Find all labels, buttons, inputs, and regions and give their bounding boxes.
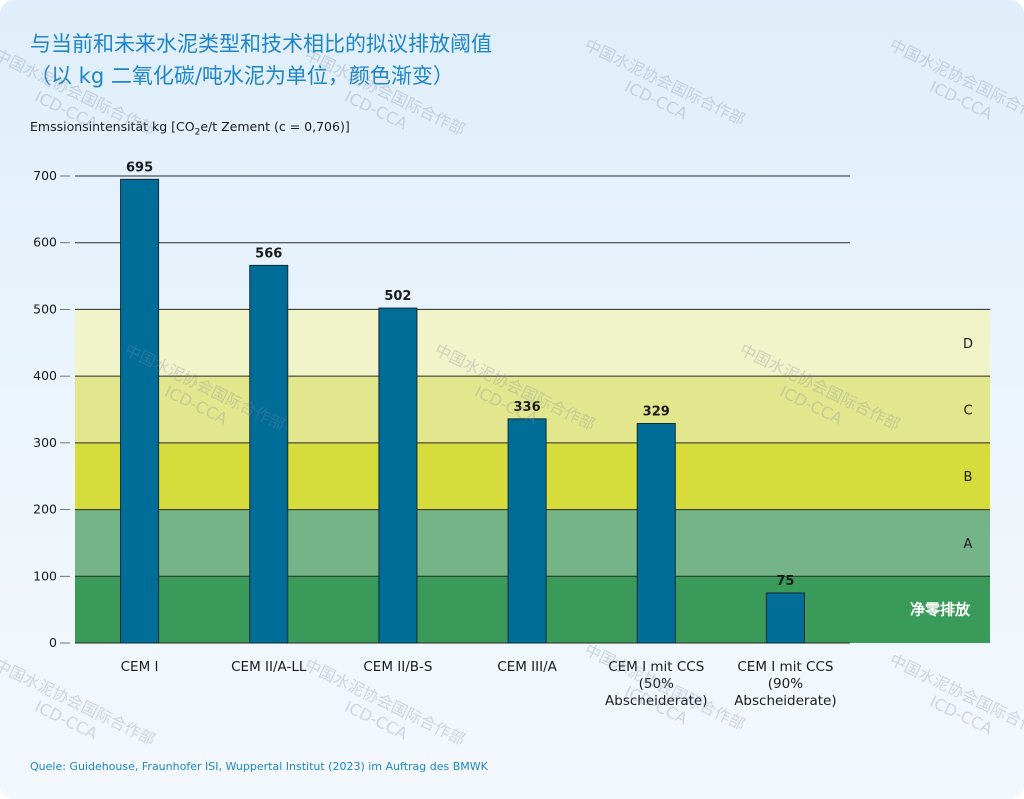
y-tick-label-200: 200 <box>33 502 57 517</box>
band-label-1: A <box>964 537 973 552</box>
data-label-2: 502 <box>384 289 411 304</box>
y-axis-label-subscript: 2 <box>194 127 201 138</box>
bar-1 <box>249 264 289 644</box>
band-label-4: D <box>963 337 973 352</box>
x-tick-label-2-0: CEM II/B-S <box>363 659 432 675</box>
x-tick-label-4-1: (50% <box>639 676 674 692</box>
y-tick-label-500: 500 <box>33 301 57 316</box>
bar-5 <box>765 592 805 644</box>
y-tick-label-0: 0 <box>49 635 57 650</box>
chart-title: 与当前和未来水泥类型和技术相比的拟议排放阈值 （以 kg 二氧化碳/吨水泥为单位… <box>30 28 492 92</box>
chart-title-line1: 与当前和未来水泥类型和技术相比的拟议排放阈值 <box>30 32 492 56</box>
x-tick-label-5-1: (90% <box>768 676 803 692</box>
band-label-2: B <box>964 470 973 485</box>
y-axis-label-suffix: e/t Zement (c = 0,706)] <box>200 119 350 134</box>
data-label-0: 695 <box>126 160 153 175</box>
y-tick-label-300: 300 <box>33 435 57 450</box>
y-tick-label-700: 700 <box>33 168 57 183</box>
source-note: Quele: Guidehouse, Fraunhofer ISI, Wuppe… <box>30 760 488 773</box>
x-tick-label-4-0: CEM I mit CCS <box>608 659 704 675</box>
y-tick-label-100: 100 <box>33 568 57 583</box>
bar-3 <box>507 418 547 644</box>
data-label-5: 75 <box>776 574 794 589</box>
y-axis-label: Emssionsintensität kg [CO2e/t Zement (c … <box>30 119 350 138</box>
y-tick-label-400: 400 <box>33 368 57 383</box>
bar-2 <box>378 307 418 644</box>
data-label-1: 566 <box>255 246 282 261</box>
data-label-4: 329 <box>643 405 670 420</box>
band-4 <box>75 309 990 377</box>
bar-4 <box>636 423 676 644</box>
band-label-3: C <box>963 404 972 419</box>
data-label-3: 336 <box>514 400 541 415</box>
x-tick-label-4-2: Abscheiderate) <box>605 693 707 709</box>
x-tick-label-3-0: CEM III/A <box>497 659 557 675</box>
x-tick-label-5-0: CEM I mit CCS <box>737 659 833 675</box>
bar-0 <box>120 178 160 644</box>
x-tick-label-1-0: CEM II/A-LL <box>231 659 307 675</box>
x-tick-label-0-0: CEM I <box>121 659 159 675</box>
y-axis-label-prefix: Emssionsintensität kg [CO <box>30 119 195 134</box>
y-tick-label-600: 600 <box>33 235 57 250</box>
x-tick-label-5-2: Abscheiderate) <box>734 693 836 709</box>
band-label-0: 净零排放 <box>910 601 971 619</box>
chart-title-line2: （以 kg 二氧化碳/吨水泥为单位，颜色渐变） <box>30 64 454 88</box>
